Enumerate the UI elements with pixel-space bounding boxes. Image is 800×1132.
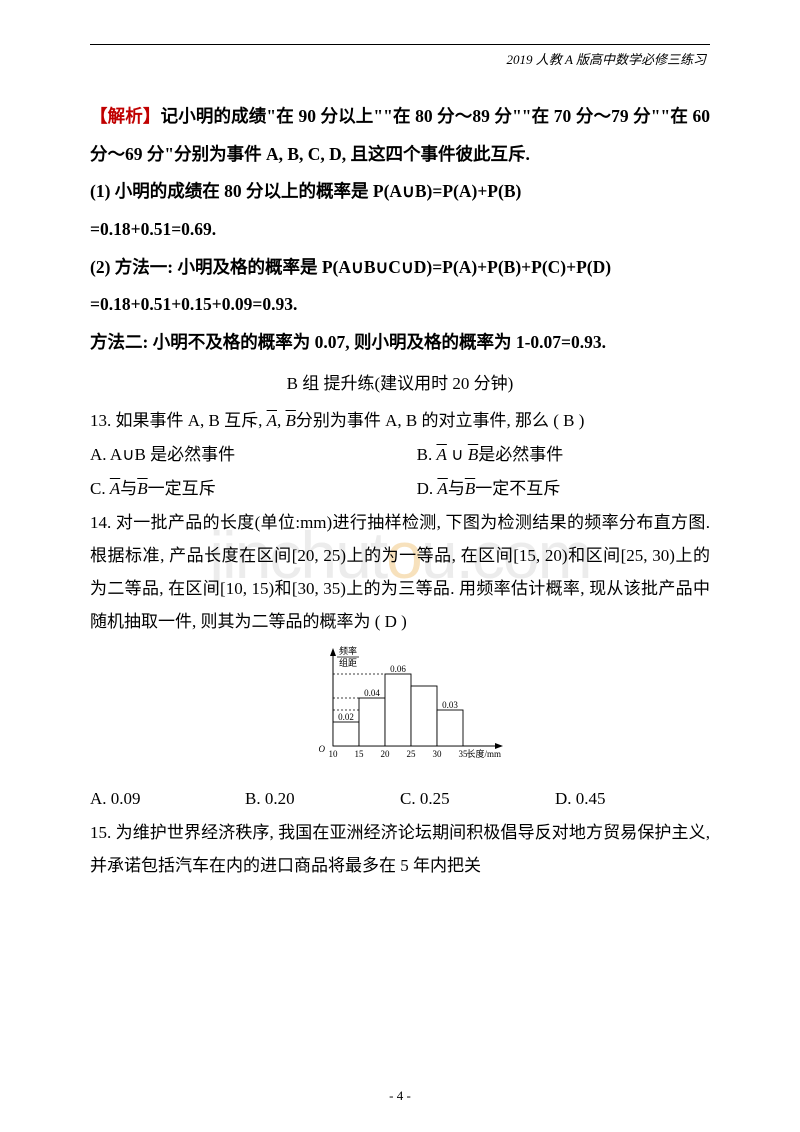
header-rule: [90, 44, 710, 45]
q13-optB-pre: B.: [417, 445, 433, 464]
svg-text:30: 30: [433, 749, 443, 759]
q15-text: 15. 为维护世界经济秩序, 我国在亚洲经济论坛期间积极倡导反对地方贸易保护主义…: [90, 816, 710, 882]
solution-part2-calc: =0.18+0.51+0.15+0.09=0.93.: [90, 286, 710, 324]
q13-optD-pre: D.: [417, 479, 434, 498]
q13-optD-Bbar: B: [465, 479, 475, 498]
q14-optA: A. 0.09: [90, 782, 245, 816]
q13-optD-mid: 与: [448, 479, 465, 498]
q13-optC-mid: 与: [120, 479, 137, 498]
solution-intro-text: 记小明的成绩"在 90 分以上""在 80 分～89 分""在 70 分～79 …: [90, 106, 710, 164]
q14-optD: D. 0.45: [555, 782, 710, 816]
q13-optB-Bbar: B: [468, 445, 478, 464]
svg-text:长度/mm: 长度/mm: [466, 748, 501, 759]
svg-text:0.06: 0.06: [390, 664, 406, 674]
svg-text:25: 25: [407, 749, 417, 759]
q13-optD-post: 一定不互斥: [475, 479, 560, 498]
solution-label: 【解析】: [90, 106, 161, 126]
q13-stem-pre: 13. 如果事件 A, B 互斥,: [90, 411, 262, 430]
q13-options-row1: A. A∪B 是必然事件 B. A ∪ B是必然事件: [90, 438, 710, 472]
svg-text:组距: 组距: [339, 657, 357, 668]
q13-optC: C. A与B一定互斥: [90, 472, 412, 506]
q13-A-bar: A: [267, 411, 277, 430]
svg-text:10: 10: [329, 749, 339, 759]
q13-optB-post: 是必然事件: [478, 445, 563, 464]
page-number: - 4 -: [0, 1088, 800, 1104]
q13-optC-post: 一定互斥: [148, 479, 216, 498]
q13-stem: 13. 如果事件 A, B 互斥, A, B分别为事件 A, B 的对立事件, …: [90, 404, 710, 437]
solution-part1: (1) 小明的成绩在 80 分以上的概率是 P(A∪B)=P(A)+P(B): [90, 173, 710, 211]
svg-text:0.03: 0.03: [442, 700, 458, 710]
solution-intro: 【解析】记小明的成绩"在 90 分以上""在 80 分～89 分""在 70 分…: [90, 98, 710, 173]
q13-B-bar: B: [286, 411, 296, 430]
q14-chart-wrap: 频率组距0.020.040.060.03101520253035长度/mmO: [90, 644, 710, 778]
content-body: 【解析】记小明的成绩"在 90 分以上""在 80 分～89 分""在 70 分…: [90, 98, 710, 882]
q13-optC-Bbar: B: [137, 479, 147, 498]
q13-optB: B. A ∪ B是必然事件: [417, 438, 564, 472]
q13-optC-Abar: A: [110, 479, 120, 498]
q13-stem-post: 分别为事件 A, B 的对立事件, 那么 ( B ): [296, 411, 585, 430]
q13-optD-Abar: A: [437, 479, 447, 498]
svg-text:15: 15: [355, 749, 365, 759]
section-b-title: B 组 提升练(建议用时 20 分钟): [90, 367, 710, 401]
q14-optB: B. 0.20: [245, 782, 400, 816]
q13-optC-pre: C.: [90, 479, 106, 498]
solution-part1-calc: =0.18+0.51=0.69.: [90, 211, 710, 249]
solution-part3: 方法二: 小明不及格的概率为 0.07, 则小明及格的概率为 1-0.07=0.…: [90, 324, 710, 362]
q13-optD: D. A与B一定不互斥: [417, 472, 561, 506]
q14-chart: 频率组距0.020.040.060.03101520253035长度/mmO: [295, 644, 505, 764]
q14-text: 14. 对一批产品的长度(单位:mm)进行抽样检测, 下图为检测结果的频率分布直…: [90, 506, 710, 639]
q14-optC: C. 0.25: [400, 782, 555, 816]
q13-optA: A. A∪B 是必然事件: [90, 438, 412, 472]
solution-part2: (2) 方法一: 小明及格的概率是 P(A∪B∪C∪D)=P(A)+P(B)+P…: [90, 249, 710, 287]
q14-options: A. 0.09 B. 0.20 C. 0.25 D. 0.45: [90, 782, 710, 816]
svg-text:0.02: 0.02: [338, 712, 354, 722]
q13-optB-Abar: A: [436, 445, 446, 464]
svg-text:0.04: 0.04: [364, 688, 380, 698]
svg-text:频率: 频率: [339, 645, 357, 656]
svg-text:20: 20: [381, 749, 391, 759]
histogram-svg: 频率组距0.020.040.060.03101520253035长度/mmO: [295, 644, 505, 764]
page-header: 2019 人教 A 版高中数学必修三练习: [90, 49, 710, 68]
q13-options-row2: C. A与B一定互斥 D. A与B一定不互斥: [90, 472, 710, 506]
svg-text:O: O: [319, 744, 326, 754]
